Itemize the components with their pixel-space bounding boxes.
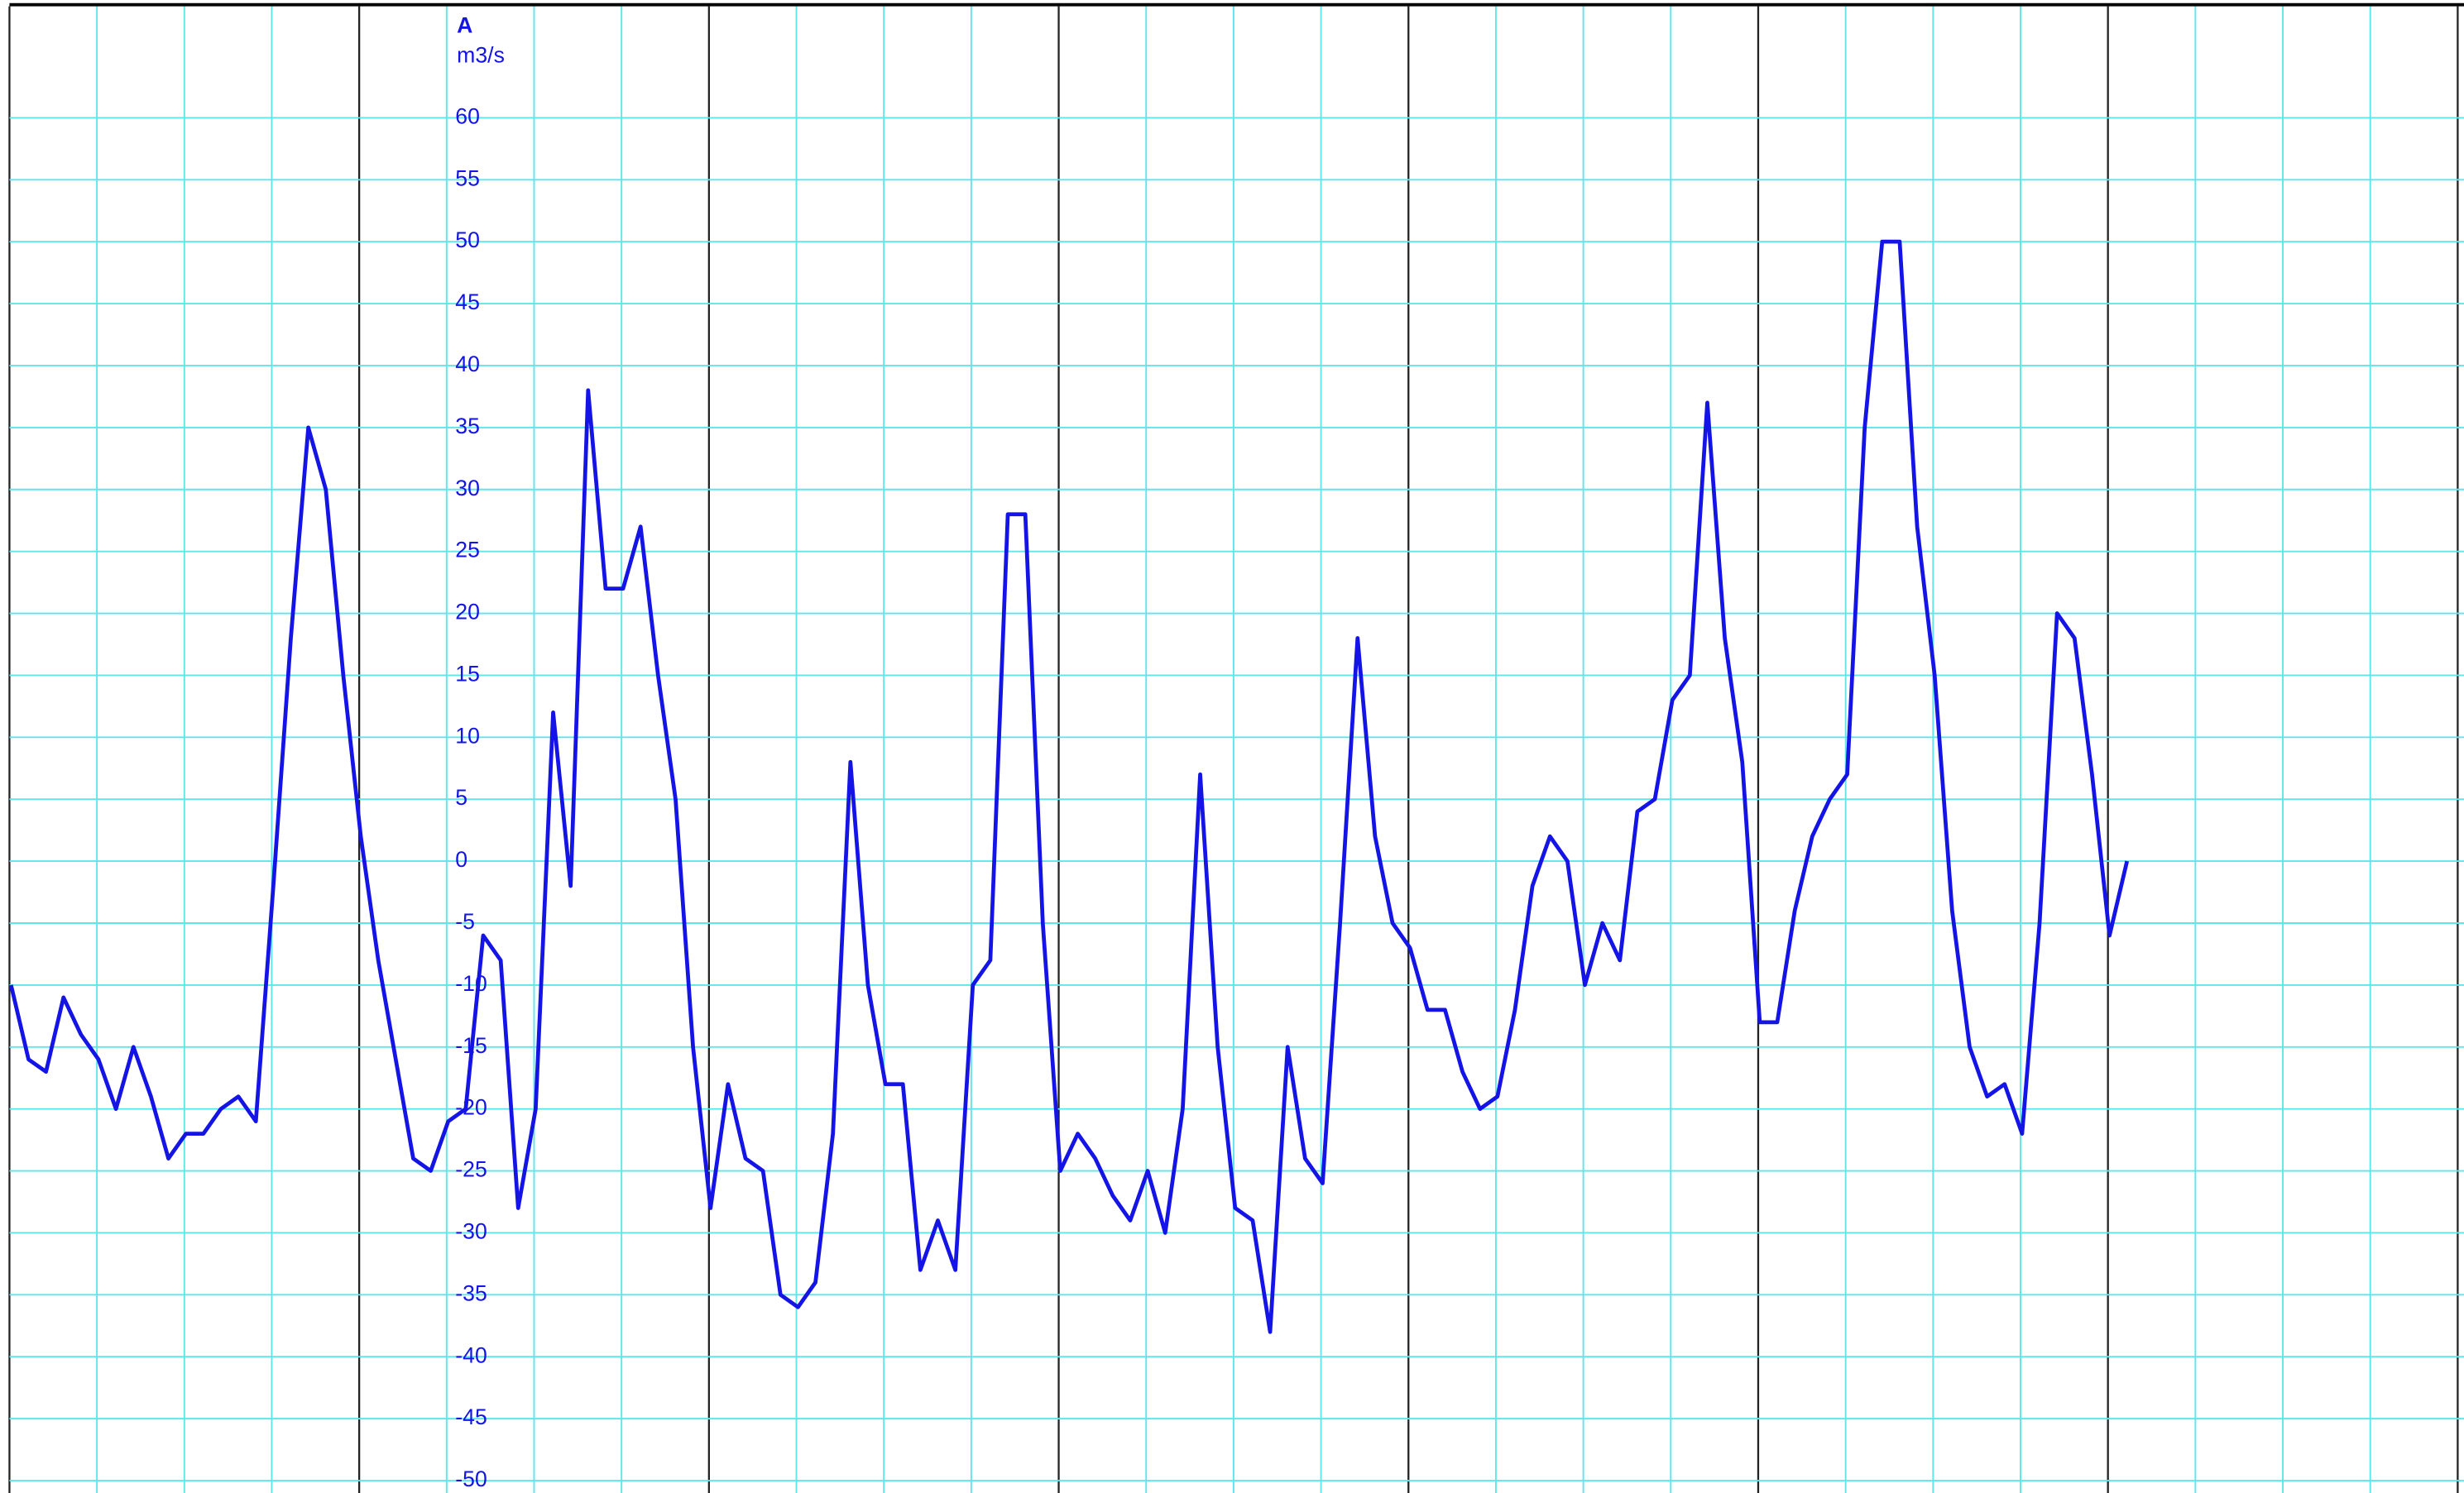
y-tick-label: -20 <box>455 1095 487 1120</box>
y-tick-label: -50 <box>455 1467 487 1491</box>
y-tick-label: 45 <box>455 290 480 314</box>
horizontal-grid <box>9 117 2464 1481</box>
chart-title: A <box>457 12 472 37</box>
y-tick-label: -5 <box>455 909 475 934</box>
y-tick-label: 40 <box>455 352 480 376</box>
y-tick-label: 15 <box>455 661 480 686</box>
y-tick-label: -40 <box>455 1342 487 1367</box>
y-tick-label: -35 <box>455 1280 487 1305</box>
y-tick-label: 30 <box>455 476 480 500</box>
y-tick-label: 50 <box>455 227 480 252</box>
y-tick-label: 20 <box>455 600 480 624</box>
data-line <box>9 239 2130 1334</box>
y-tick-label: 25 <box>455 538 480 562</box>
y-tick-label: 60 <box>455 103 480 128</box>
y-tick-label: 35 <box>455 414 480 438</box>
y-tick-label: -25 <box>455 1157 487 1182</box>
y-tick-label: 10 <box>455 723 480 748</box>
y-tick-label: -10 <box>455 971 487 996</box>
y-tick-label: -30 <box>455 1219 487 1244</box>
y-axis-unit: m3/s <box>457 42 505 67</box>
y-tick-label: 0 <box>455 847 467 872</box>
y-tick-label: 5 <box>455 785 467 810</box>
vertical-grid <box>8 6 2459 1493</box>
y-tick-label: 55 <box>455 165 480 190</box>
y-tick-label: -45 <box>455 1404 487 1429</box>
